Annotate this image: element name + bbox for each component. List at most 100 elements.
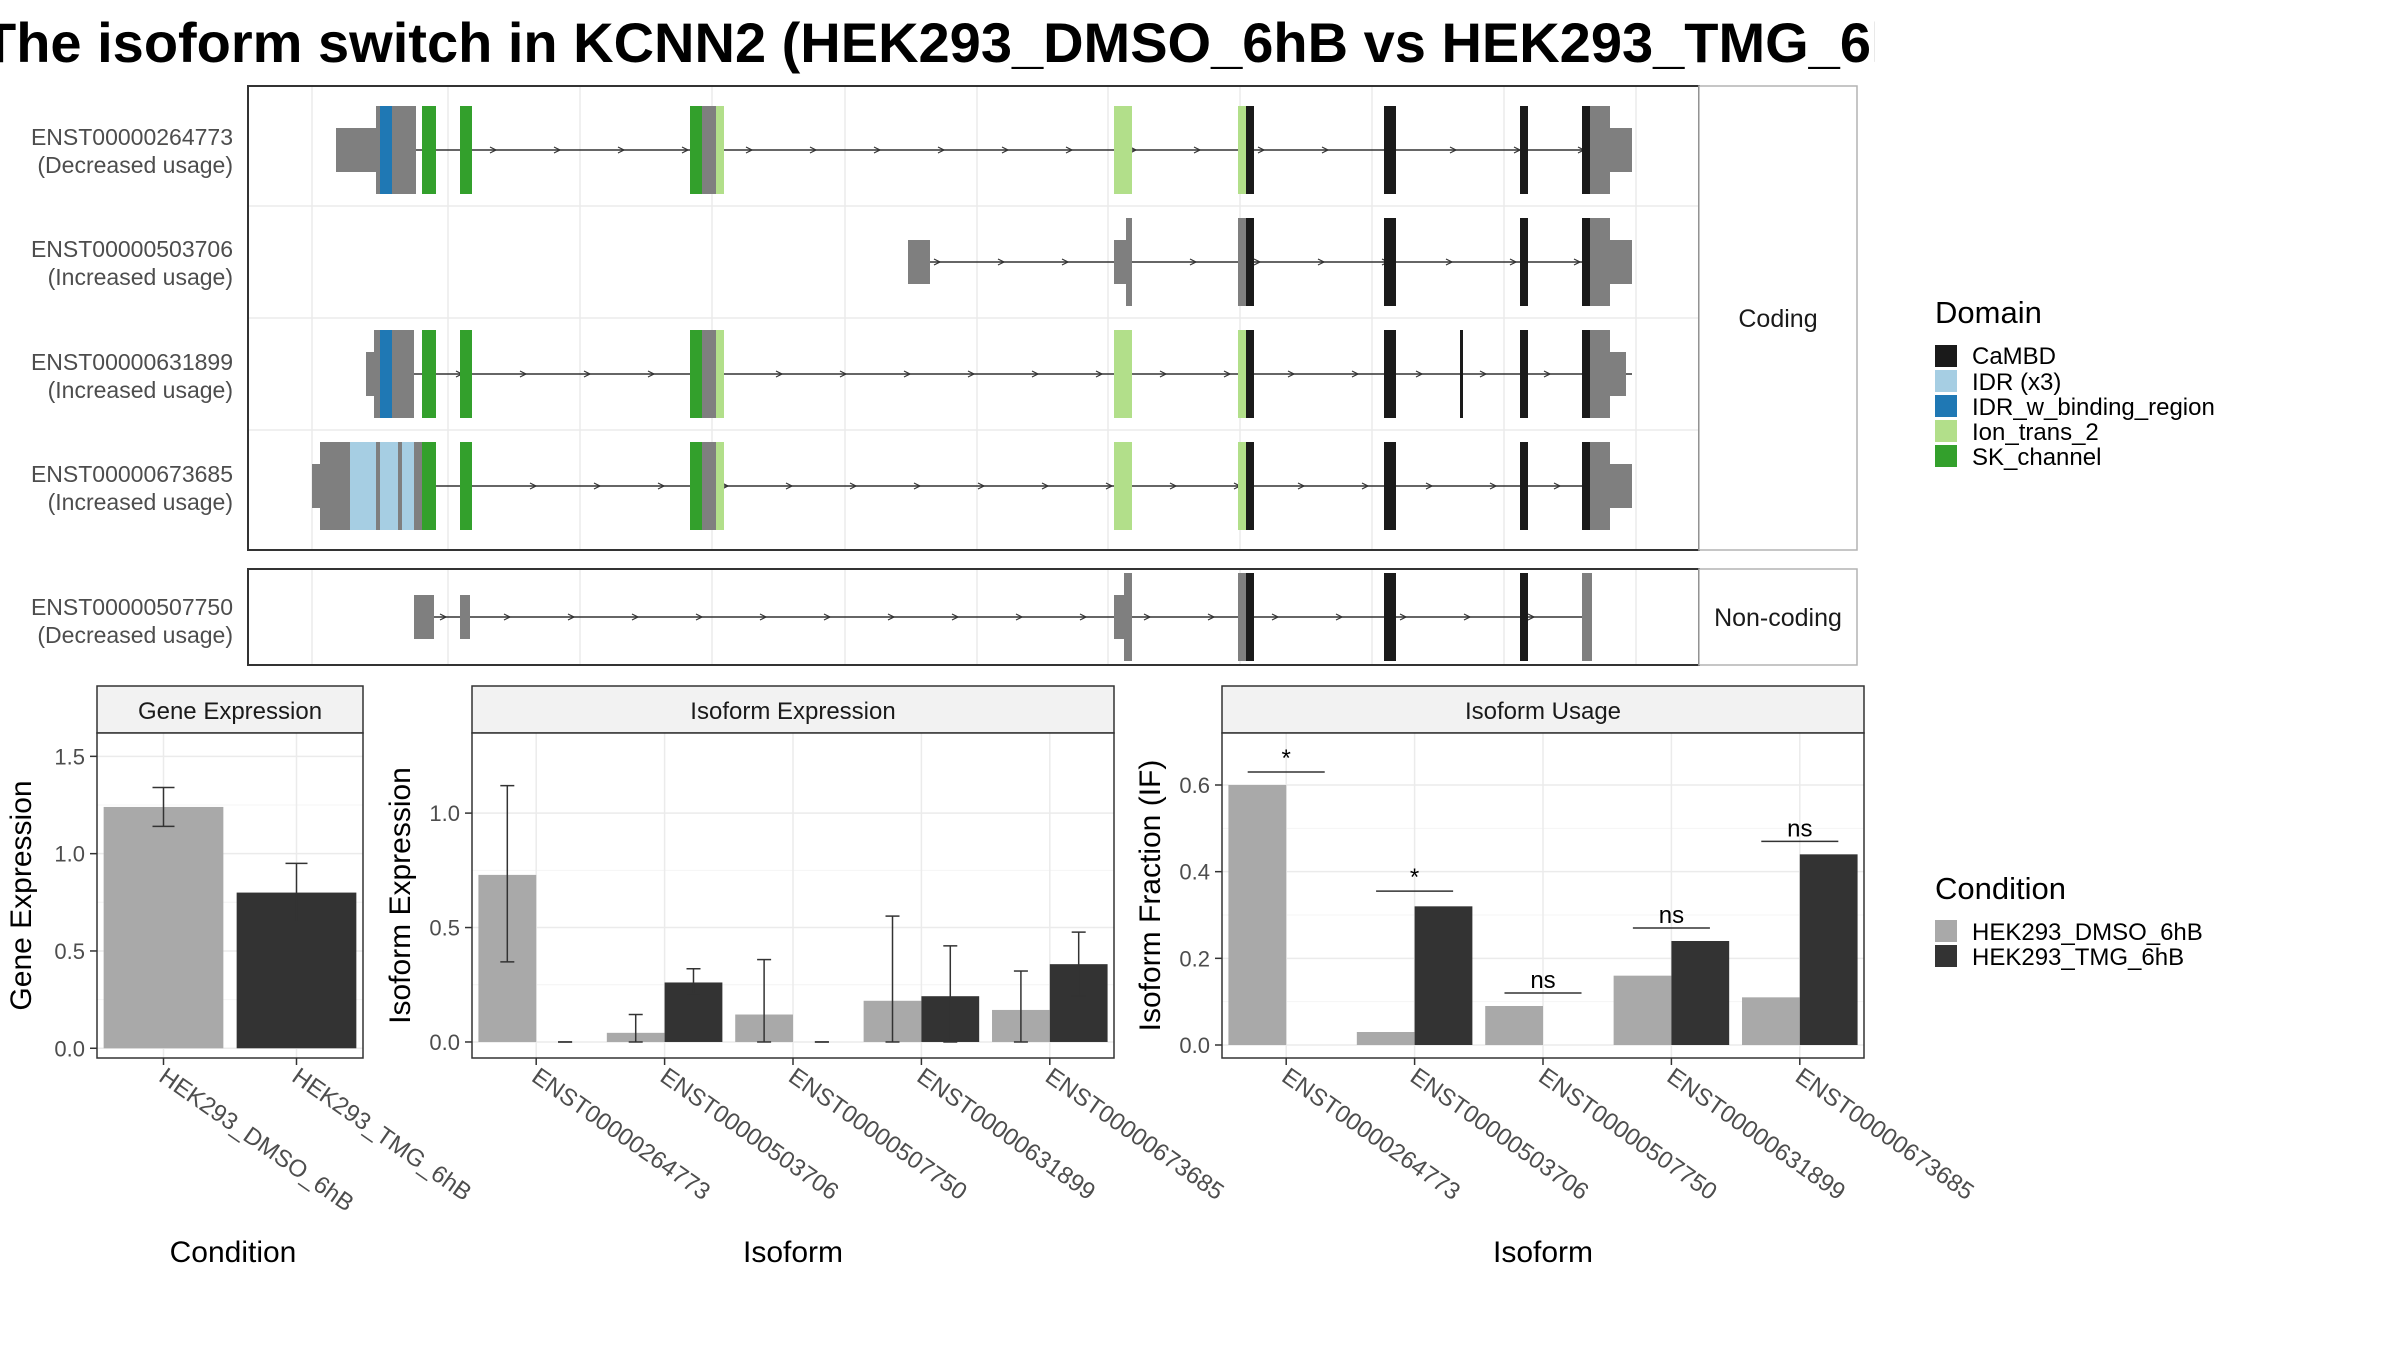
strand-arrow: [695, 613, 704, 621]
legend-label-cambd: CaMBD: [1972, 343, 2056, 370]
strand-arrow: [977, 482, 986, 490]
legend-label-idr-w-binding: IDR_w_binding_region: [1972, 394, 2215, 421]
transcript-label-usage: (Decreased usage): [37, 152, 233, 178]
transcript-label-usage: (Increased usage): [48, 264, 233, 290]
domain-block: [1246, 218, 1254, 306]
y-tick-label: 0.0: [429, 1030, 460, 1055]
bar: [103, 806, 224, 1049]
strand-arrow: [967, 370, 976, 378]
facet-strip: [96, 685, 364, 734]
strand-arrow: [903, 370, 912, 378]
transcript-label-id: ENST00000631899: [31, 349, 233, 375]
x-axis-title: Isoform: [743, 1236, 843, 1269]
exon-block: [1588, 577, 1592, 657]
strand-arrow: [1079, 613, 1088, 621]
strand-arrow: [567, 613, 576, 621]
domain-block: [1384, 573, 1396, 661]
exon-block: [414, 442, 422, 530]
strand-arrow: [503, 613, 512, 621]
strand-arrow: [553, 146, 562, 154]
strand-arrow: [913, 482, 922, 490]
strand-arrow: [631, 613, 640, 621]
domain-block: [1582, 442, 1592, 530]
facet-title: Isoform Usage: [1465, 698, 1621, 725]
strand-arrow: [519, 370, 528, 378]
strand-arrow: [1189, 258, 1198, 266]
domain-block: [1384, 330, 1396, 418]
exon-block: [702, 106, 716, 194]
domain-block: [1520, 442, 1528, 530]
strand-arrow: [937, 146, 946, 154]
legend-key-idr: [1935, 370, 1957, 392]
strand-arrow: [1041, 482, 1050, 490]
domain-block: [716, 442, 724, 530]
transcript: [366, 330, 1632, 418]
domain-block: [690, 330, 702, 418]
domain-block: [1582, 218, 1592, 306]
strand-arrow: [1449, 146, 1458, 154]
strand-arrow: [809, 146, 818, 154]
chart-title-text: The isoform switch in KCNN2 (HEK293_DMSO…: [0, 11, 1875, 74]
strand-arrow: [1527, 613, 1536, 621]
y-tick-label: 1.5: [54, 744, 85, 769]
domain-block: [1246, 573, 1254, 661]
exon-block: [460, 595, 470, 639]
transcript-label-usage: (Decreased usage): [37, 622, 233, 648]
y-tick-label: 0.5: [54, 939, 85, 964]
exon-block: [702, 330, 716, 418]
y-tick-label: 0.5: [429, 916, 460, 941]
transcript-labels: ENST00000264773 (Decreased usage) ENST00…: [31, 124, 233, 648]
bar: [1356, 1032, 1415, 1045]
exon-block: [1610, 352, 1626, 396]
legend-key-ion-trans: [1935, 420, 1957, 442]
significance-label: *: [1410, 864, 1419, 891]
strand-arrow: [1445, 258, 1454, 266]
strand-arrow: [1253, 258, 1262, 266]
x-axis-title: Condition: [170, 1236, 297, 1269]
domain-block: [460, 442, 472, 530]
strand-arrow: [1095, 370, 1104, 378]
domain-block: [1582, 330, 1592, 418]
domain-block: [1246, 106, 1254, 194]
strand-arrow: [647, 370, 656, 378]
domain-block: [1114, 330, 1132, 418]
legend-key-sk-channel: [1935, 445, 1957, 467]
transcript-label-id: ENST00000507750: [31, 594, 233, 620]
transcript: [414, 573, 1592, 661]
condition-legend-title: Condition: [1935, 871, 2066, 906]
strand-arrow: [1553, 482, 1562, 490]
exon-block: [1590, 330, 1610, 418]
strand-arrow: [1159, 370, 1168, 378]
strand-arrow: [775, 370, 784, 378]
transcript-label-id: ENST00000264773: [31, 124, 233, 150]
transcript: [312, 442, 1632, 530]
strand-arrow: [887, 613, 896, 621]
strand-arrow: [1415, 370, 1424, 378]
domain-block: [422, 330, 436, 418]
strand-arrow: [1143, 613, 1152, 621]
strand-arrow: [1425, 482, 1434, 490]
bar: [1228, 785, 1287, 1045]
strand-arrow: [839, 370, 848, 378]
structure-transcripts: [312, 106, 1632, 661]
bar: [1414, 906, 1473, 1045]
strand-arrow: [1351, 370, 1360, 378]
strand-arrow: [1509, 258, 1518, 266]
strand-arrow: [785, 482, 794, 490]
legend-key-idr-w-binding: [1935, 395, 1957, 417]
condition-legend: Condition HEK293_DMSO_6hB HEK293_TMG_6hB: [1935, 871, 2203, 971]
strand-arrow: [681, 146, 690, 154]
bar: [1671, 941, 1730, 1045]
exon-block: [1590, 218, 1610, 306]
exon-block: [1126, 218, 1132, 306]
strand-arrow: [1317, 258, 1326, 266]
significance-label: ns: [1530, 967, 1555, 994]
y-tick-label: 1.0: [429, 801, 460, 826]
y-tick-label: 0.0: [1179, 1033, 1210, 1058]
bar: [1799, 854, 1858, 1045]
strand-arrow: [1489, 482, 1498, 490]
isoform-expression-chart: Isoform Expression0.00.51.0ENST000002647…: [384, 685, 1229, 1269]
domain-block: [1384, 106, 1396, 194]
facet-strip: [1221, 685, 1865, 734]
strand-arrow: [1321, 146, 1330, 154]
